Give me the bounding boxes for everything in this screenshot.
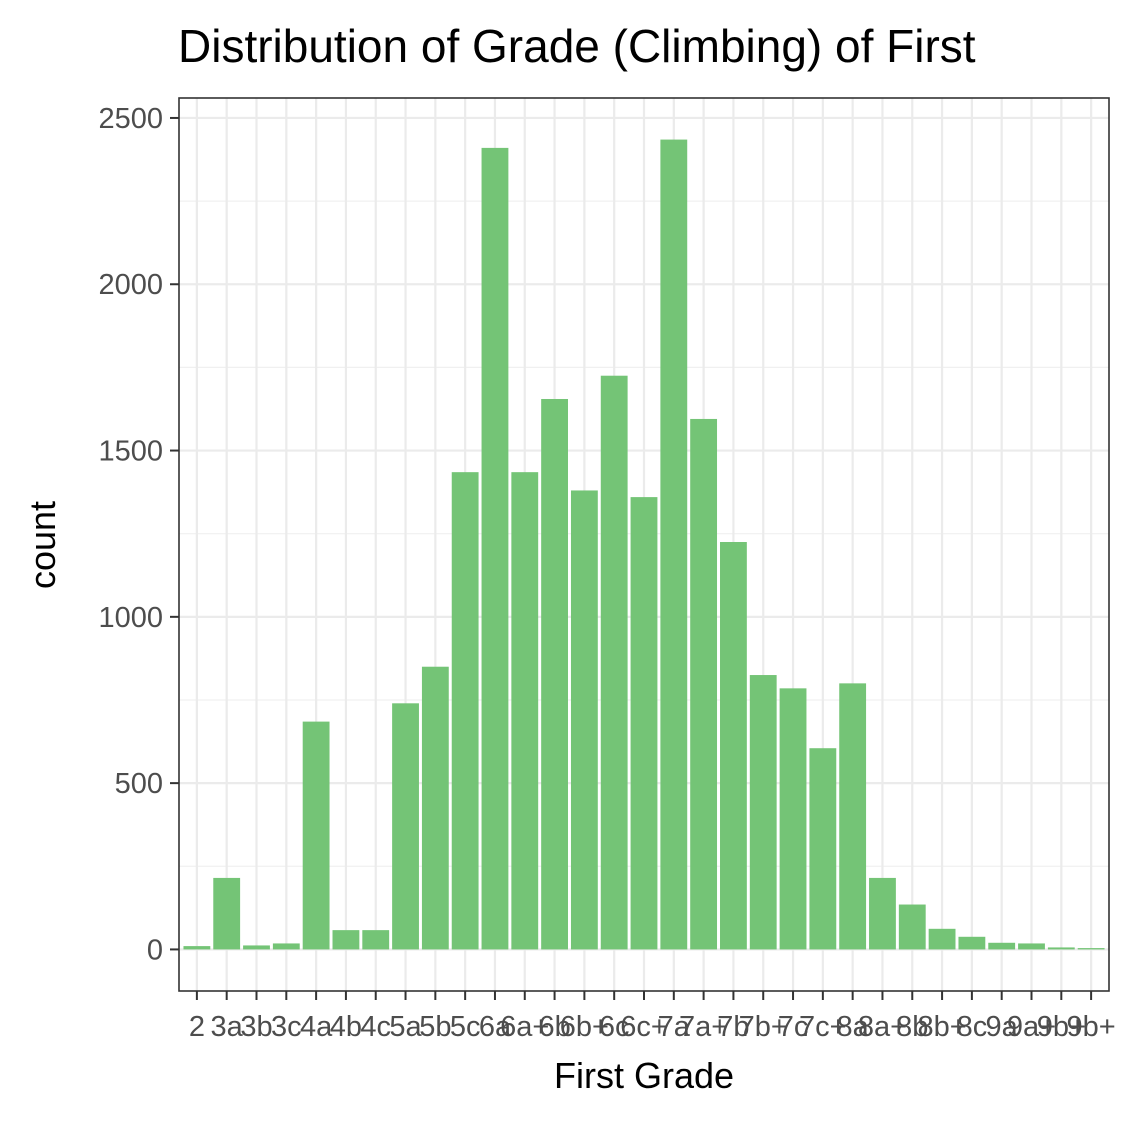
bar: [481, 147, 509, 950]
bar: [570, 490, 598, 950]
x-tick-label: 4c: [360, 1011, 391, 1043]
x-tick-label: 6c+: [620, 1011, 668, 1043]
x-tick-label: 9a: [986, 1011, 1019, 1043]
y-axis: 0 500 1000 1500 2000 2500: [98, 103, 179, 966]
y-tick-label: 1500: [98, 436, 163, 468]
x-tick-label: 8b: [896, 1011, 928, 1043]
bars: [183, 139, 1105, 950]
x-tick-label: 4b: [330, 1011, 362, 1043]
x-tick-label: 7c: [778, 1011, 809, 1043]
bar: [869, 877, 896, 950]
y-tick-label: 2000: [98, 269, 163, 301]
bar: [600, 375, 628, 950]
y-tick-label: 1000: [98, 602, 163, 634]
bar: [630, 497, 658, 950]
x-tick-label: 9b+: [1067, 1011, 1116, 1043]
x-tick-label: 7a+: [679, 1011, 728, 1043]
bar: [362, 930, 390, 950]
bar: [809, 748, 837, 950]
bar: [1077, 948, 1105, 950]
x-tick-label: 2: [189, 1011, 205, 1043]
y-tick-label: 500: [115, 768, 163, 800]
bar: [451, 472, 479, 950]
x-tick-label: 6c: [599, 1011, 630, 1043]
bar: [928, 928, 956, 950]
x-tick-label: 7c+: [799, 1011, 847, 1043]
x-tick-label: 4a: [300, 1011, 333, 1043]
bar: [183, 946, 211, 950]
x-tick-label: 6a+: [500, 1011, 549, 1043]
bar: [421, 666, 449, 950]
x-axis: 2 3a3b3c4a4b4c5a5b5c6a6a+6b6b+6c6c+7a7a+7…: [189, 991, 1116, 1043]
y-tick-label: 2500: [98, 103, 163, 135]
x-tick-label: 3a: [211, 1011, 244, 1043]
bar: [392, 703, 419, 950]
bar: [720, 542, 747, 950]
x-tick-label: 8c: [957, 1011, 988, 1043]
bar: [1047, 947, 1075, 950]
x-axis-title: First Grade: [554, 1055, 734, 1096]
bar: [958, 936, 986, 950]
x-tick-label: 5b: [419, 1011, 451, 1043]
bar: [511, 472, 539, 950]
x-tick-label: 6b+: [560, 1011, 609, 1043]
bar: [988, 942, 1016, 950]
bar: [332, 930, 360, 950]
chart-title: Distribution of Grade (Climbing) of Firs…: [178, 20, 976, 72]
x-tick-label: 8a: [837, 1011, 870, 1043]
x-tick-label: 6a: [479, 1011, 512, 1043]
bar: [541, 398, 568, 950]
bar: [898, 904, 926, 950]
bar: [213, 877, 241, 950]
bar: [1018, 943, 1045, 950]
x-tick-label: 9a+: [1007, 1011, 1056, 1043]
x-tick-label: 5a: [389, 1011, 422, 1043]
bar: [243, 945, 270, 950]
bar: [302, 721, 330, 950]
x-tick-label: 3c: [271, 1011, 302, 1043]
x-tick-label: 9b+: [1037, 1011, 1086, 1043]
bar: [660, 139, 688, 950]
x-tick-label: 8b+: [917, 1011, 966, 1043]
bar: [839, 683, 867, 950]
x-tick-label: 7a: [658, 1011, 691, 1043]
x-tick-label: 6b: [538, 1011, 570, 1043]
bar: [272, 943, 300, 950]
bar: [779, 688, 807, 950]
bar: [749, 675, 777, 950]
x-tick-label: 3b: [240, 1011, 272, 1043]
x-tick-label: 7b: [717, 1011, 749, 1043]
x-tick-label: 8a+: [858, 1011, 907, 1043]
x-tick-label: 5c: [450, 1011, 481, 1043]
x-tick-label: 7b+: [739, 1011, 788, 1043]
bar: [690, 418, 718, 950]
y-axis-title: count: [22, 501, 63, 589]
y-tick-label: 0: [147, 934, 163, 966]
